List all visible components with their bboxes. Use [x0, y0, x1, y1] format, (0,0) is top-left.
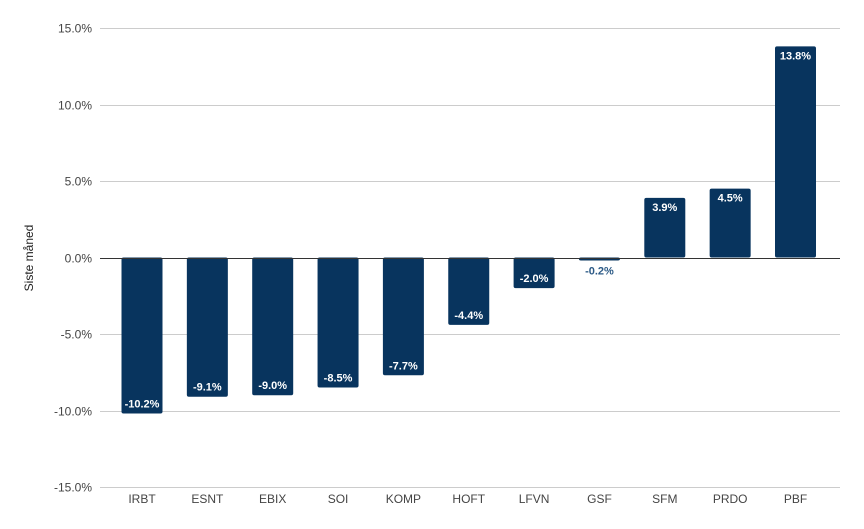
data-labels: -10.2% -9.1% -9.0% -8.5% -7.7% -4.4% -2.0% -0.2… [125, 50, 812, 410]
bar-value-label: -0.2% [585, 266, 614, 278]
x-tick-label: ESNT [191, 492, 224, 506]
bars [121, 46, 816, 414]
y-tick-label: -15.0% [54, 481, 92, 495]
bar-value-label: 13.8% [780, 50, 811, 62]
y-axis-title: Siste måned [22, 225, 36, 292]
bar [186, 257, 228, 397]
bar-value-label: -9.0% [258, 380, 287, 392]
y-tick-label: 0.0% [65, 252, 93, 266]
bar [578, 257, 620, 261]
bar-value-label: -9.1% [193, 382, 222, 394]
bar-value-label: -10.2% [125, 399, 160, 411]
bar [513, 257, 555, 289]
bar-value-label: -7.7% [389, 360, 418, 372]
bar-value-label: 4.5% [718, 193, 743, 205]
x-tick-label: IRBT [128, 492, 156, 506]
bar [121, 257, 163, 414]
x-tick-label: SOI [328, 492, 349, 506]
y-tick-labels: 15.0% 10.0% 5.0% 0.0% -5.0% -10.0% -15.0% [54, 22, 92, 495]
y-tick-label: 5.0% [65, 175, 93, 189]
y-tick-label: 15.0% [58, 22, 92, 36]
y-tick-label: -5.0% [61, 328, 93, 342]
x-tick-label: PRDO [713, 492, 748, 506]
bar-value-label: 3.9% [652, 202, 677, 214]
x-tick-label: HOFT [452, 492, 485, 506]
y-tick-label: 10.0% [58, 99, 92, 113]
x-tick-label: GSF [587, 492, 612, 506]
x-tick-label: SFM [652, 492, 677, 506]
x-tick-label: KOMP [386, 492, 421, 506]
bar-value-label: -8.5% [324, 373, 353, 385]
bar [709, 188, 751, 258]
x-tick-label: LFVN [519, 492, 550, 506]
bar-value-label: -4.4% [454, 310, 483, 322]
y-tick-label: -10.0% [54, 405, 92, 419]
bar [448, 257, 490, 325]
x-tick-labels: IRBT ESNT EBIX SOI KOMP HOFT LFVN GSF SFM PRDO PBF [128, 492, 807, 506]
bar [644, 197, 686, 258]
x-tick-label: PBF [784, 492, 807, 506]
bar [382, 257, 424, 376]
bar [317, 257, 359, 388]
bar [775, 46, 816, 258]
x-tick-label: EBIX [259, 492, 286, 506]
bar-value-label: -2.0% [520, 273, 549, 285]
bar [252, 257, 294, 396]
